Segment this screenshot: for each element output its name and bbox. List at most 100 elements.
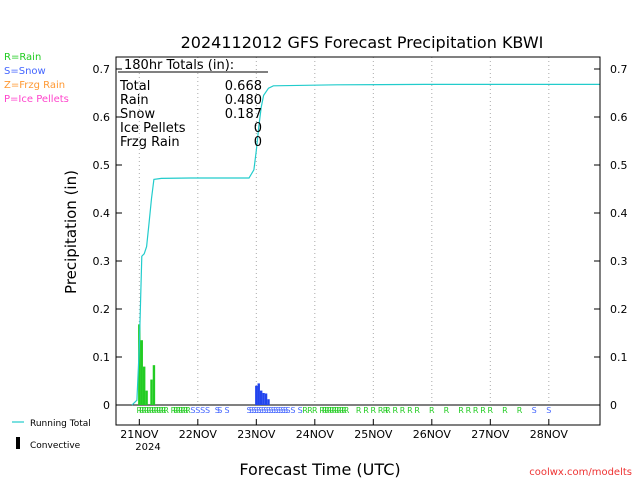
legend-item: R=Rain xyxy=(4,52,41,63)
legend-swatch-bar xyxy=(16,437,20,449)
ptype-letter: S xyxy=(254,406,259,415)
ptype-letter: S xyxy=(195,406,200,415)
ptype-letter: R xyxy=(149,406,155,415)
ptype-letter: R xyxy=(151,406,157,415)
y-tick-label: 0.6 xyxy=(93,111,111,124)
ptype-letter: R xyxy=(383,406,389,415)
snow-bar xyxy=(262,393,265,405)
ptype-letter: S xyxy=(205,406,210,415)
legend-item: Z=Frzg Rain xyxy=(4,80,65,91)
ptype-letter: R xyxy=(329,406,335,415)
y-tick-label-right: 0.3 xyxy=(610,255,628,268)
totals-value: 0 xyxy=(254,135,262,150)
ptype-letter: R xyxy=(185,406,191,415)
legend-item: P=Ice Pellets xyxy=(4,94,69,105)
bars xyxy=(138,324,270,405)
ptype-letter: R xyxy=(180,406,186,415)
snow-bar xyxy=(267,399,270,405)
y-tick-label: 0.4 xyxy=(93,207,111,220)
ptype-letter: R xyxy=(146,406,152,415)
y-tick-label: 0 xyxy=(103,399,110,412)
totals-header: 180hr Totals (in): xyxy=(124,58,234,73)
y-tick-label: 0.7 xyxy=(93,63,111,76)
ptype-letter: R xyxy=(488,406,494,415)
x-tick-label: 23NOV xyxy=(237,428,276,441)
ptype-letter: S xyxy=(246,406,251,415)
totals-label: Snow xyxy=(120,107,155,122)
rain-bar xyxy=(142,366,146,405)
x-tick-label: 24NOV xyxy=(296,428,335,441)
ptype-letter: R xyxy=(322,406,328,415)
ptype-letter: R xyxy=(334,406,340,415)
x-axis-label: Forecast Time (UTC) xyxy=(239,460,400,479)
ptype-letter: S xyxy=(271,406,276,415)
ptype-letter: R xyxy=(407,406,413,415)
rain-bar xyxy=(138,324,141,405)
rain-bar xyxy=(145,390,148,405)
totals-value: 0.187 xyxy=(225,107,262,122)
legend-bottom-item: Running Total xyxy=(30,419,91,429)
totals-label: Rain xyxy=(120,93,149,108)
x-axis: 21NOV 22NOV 23NOV 24NOV 25NOV 26NOV 27NOV 28NOV xyxy=(120,419,568,441)
ptype-letter: R xyxy=(312,406,318,415)
running-total xyxy=(131,83,600,406)
y-tick-label-right: 0.6 xyxy=(610,111,628,124)
ptype-letter: R xyxy=(466,406,472,415)
rain-bar xyxy=(152,365,156,405)
y-tick-label: 0.5 xyxy=(93,159,111,172)
ptype-letter: R xyxy=(307,406,313,415)
snow-bar xyxy=(264,393,268,405)
ptype-letter: S xyxy=(278,406,283,415)
ptype-letter: R xyxy=(183,406,189,415)
ptype-letter: S xyxy=(532,406,537,415)
snow-bar xyxy=(259,390,263,405)
ptype-letter: S xyxy=(190,406,195,415)
ptype-letter: S xyxy=(266,406,271,415)
y-tick-label: 0.1 xyxy=(93,351,111,364)
y-tick-label-right: 0 xyxy=(610,399,617,412)
ptype-letter: S xyxy=(261,406,266,415)
ptype-letter: S xyxy=(256,406,261,415)
x-tick-label: 21NOV xyxy=(120,428,159,441)
ptype-letter: R xyxy=(344,406,350,415)
ptype-letter: R xyxy=(144,406,150,415)
ptype-letter: S xyxy=(276,406,281,415)
chart-title: 2024112012 GFS Forecast Precipitation KB… xyxy=(181,33,544,52)
ptype-letter: S xyxy=(217,406,222,415)
rain-bar xyxy=(140,340,143,405)
ptype-letter: R xyxy=(341,406,347,415)
y-tick-label-right: 0.2 xyxy=(610,303,628,316)
x-tick-label: 22NOV xyxy=(179,428,218,441)
ptype-letter: R xyxy=(392,406,398,415)
ptype-letter: R xyxy=(356,406,362,415)
ptype-letter: S xyxy=(259,406,264,415)
ptype-letter: R xyxy=(173,406,179,415)
y-tick-label-right: 0.5 xyxy=(610,159,628,172)
ptype-letter: S xyxy=(273,406,278,415)
ptype-letter: R xyxy=(161,406,167,415)
ptype-letter: S xyxy=(264,406,269,415)
ptype-letter: R xyxy=(319,406,325,415)
ptype-letter: R xyxy=(502,406,508,415)
ptype-letter: S xyxy=(249,406,254,415)
x-tick-label: 27NOV xyxy=(471,428,510,441)
ptype-letter: R xyxy=(378,406,384,415)
ptype-letter: R xyxy=(176,406,182,415)
totals-value: 0.668 xyxy=(225,79,262,94)
ptype-letter: R xyxy=(336,406,342,415)
running-total-line xyxy=(131,83,600,406)
grid xyxy=(116,57,600,406)
legend-bottom: Running Total Convective xyxy=(12,419,91,451)
y-tick-label-right: 0.1 xyxy=(610,351,628,364)
y-axis-left: 0 0.1 0.2 0.3 0.4 0.5 0.6 0.7 xyxy=(93,63,122,412)
ptype-letter: R xyxy=(385,406,391,415)
ptype-letter: S xyxy=(290,406,295,415)
ptype-letter: S xyxy=(215,406,220,415)
ptype-letter: S xyxy=(285,406,290,415)
snow-bar xyxy=(257,383,260,405)
credit-text: coolwx.com/modelts xyxy=(529,467,632,478)
totals-value: 0 xyxy=(254,121,262,136)
y-tick-label-right: 0.7 xyxy=(610,63,628,76)
ptype-letter: R xyxy=(429,406,435,415)
